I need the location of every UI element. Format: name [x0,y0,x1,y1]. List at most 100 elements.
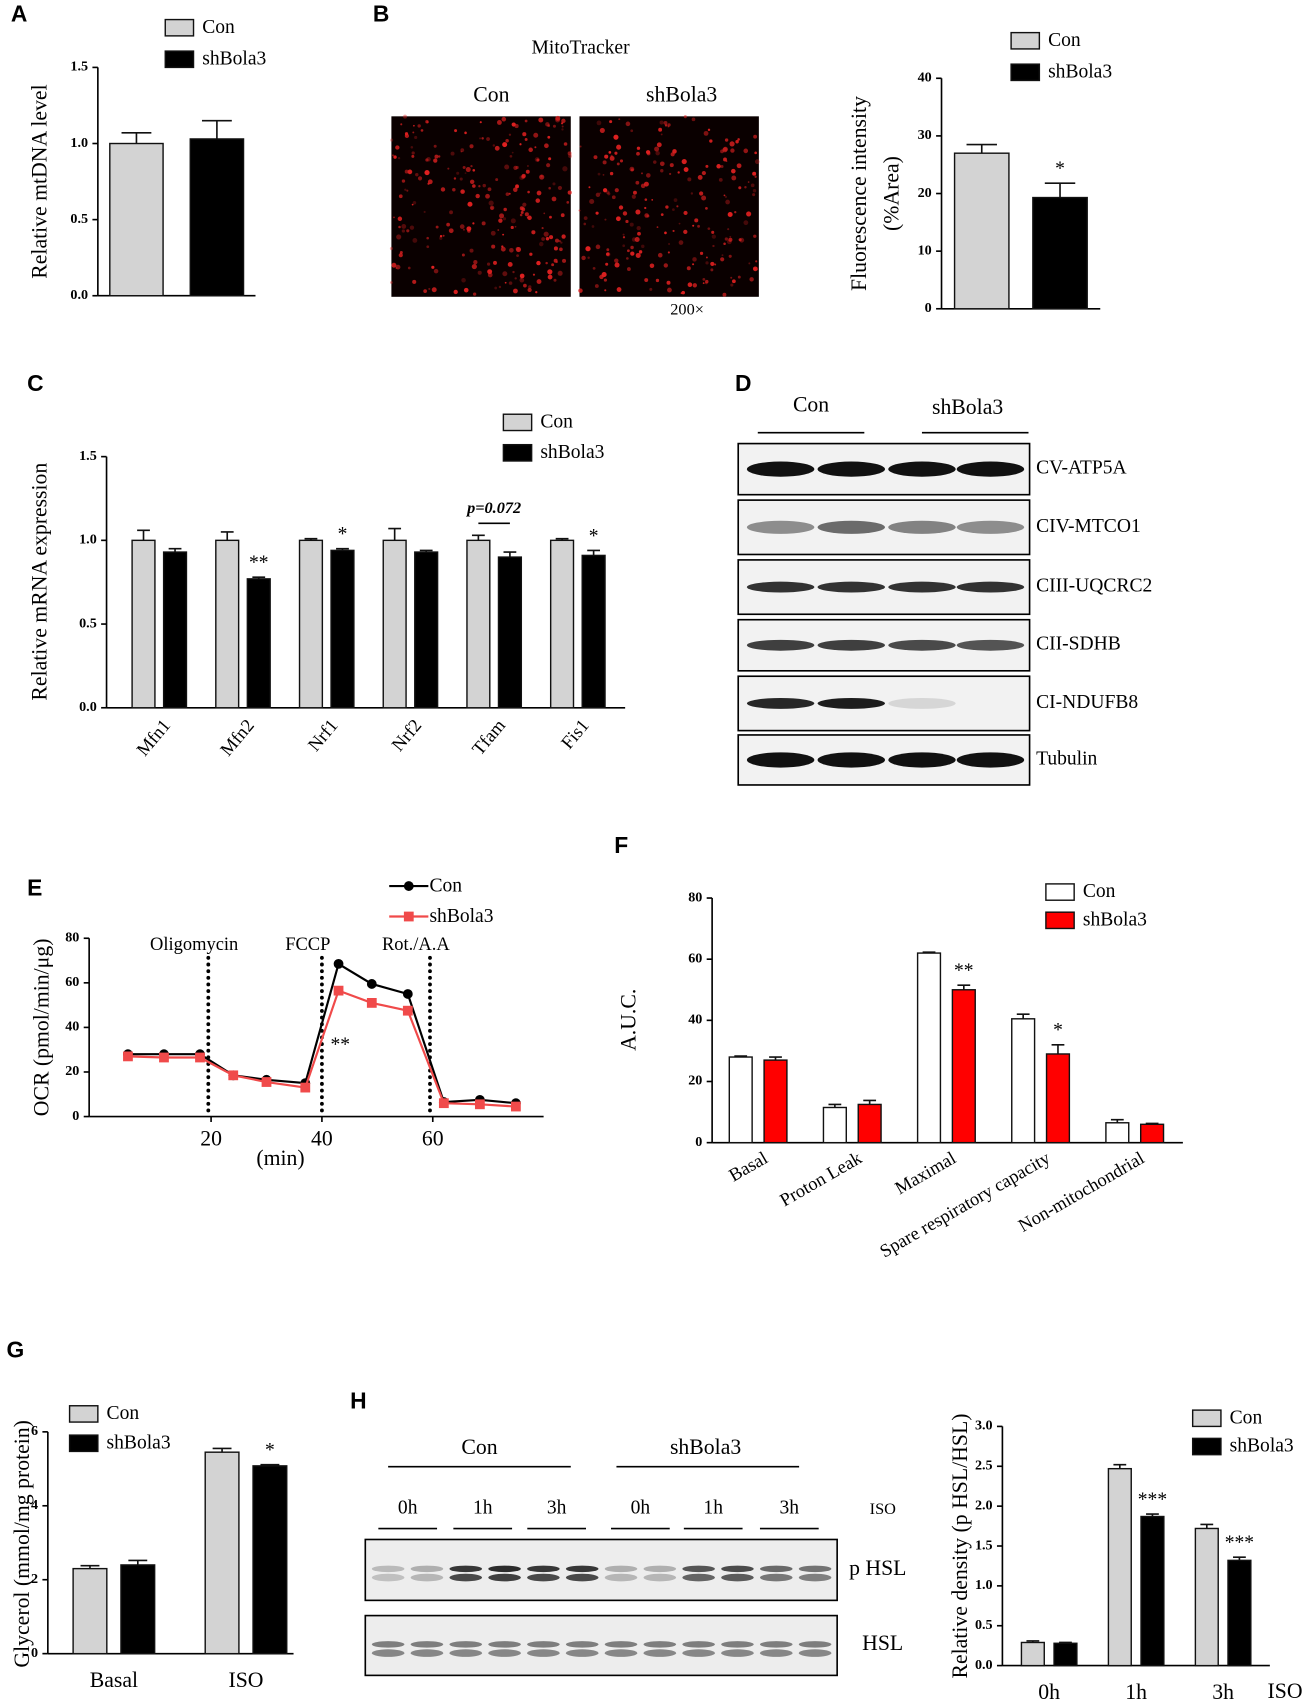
mito-signal [559,247,563,252]
mito-signal [731,168,736,174]
mito-signal [722,292,727,297]
mito-signal [553,258,558,263]
mito-signal [702,277,706,281]
mito-signal [649,263,655,269]
mito-signal [716,164,721,169]
mito-signal [524,212,529,217]
mito-signal [703,130,709,136]
mito-signal [469,248,474,253]
marker [366,998,377,1008]
mito-signal [426,121,429,124]
mito-signal [504,164,510,170]
mito-signal [636,225,641,231]
error-bar [587,549,601,556]
bar [246,578,271,709]
mito-signal [434,154,439,159]
mito-signal [665,205,669,209]
mito-signal [397,156,401,160]
mito-signal [668,243,670,245]
mito-signal [495,178,499,182]
mito-signal [566,201,570,204]
mito-signal [407,266,411,270]
legend-swatch [502,413,533,432]
mito-signal [528,147,533,153]
bar [916,952,942,1144]
mito-signal [428,287,431,290]
marker [402,1005,413,1016]
mito-signal [659,161,665,167]
mito-signal [705,261,709,265]
error-bar [503,551,517,558]
annotation: * [338,524,348,545]
mito-signal [660,169,664,173]
mito-signal [635,209,641,215]
mito-signal [583,222,587,226]
annotation: *** [1138,1490,1167,1511]
mito-signal [555,115,561,121]
mito-signal [644,278,649,283]
blot-band [371,1573,405,1582]
y-tick-label: 0.5 [70,211,88,227]
x-tick-label: 0h [1038,1680,1060,1704]
mito-signal [505,192,510,196]
mito-signal [561,118,566,124]
y-tick-label: 0.0 [79,699,97,715]
blot-band [888,752,956,768]
mito-signal [539,241,544,247]
mito-signal [635,180,640,185]
blot-band [817,639,885,651]
mito-signal [401,179,406,183]
mito-signal [753,267,757,270]
mito-signal [420,129,424,132]
y-tick-label: 80 [688,889,702,905]
injection-label: Rot./A.A [382,934,450,954]
mito-signal [630,245,634,250]
mito-signal [398,225,401,229]
blot-band [682,1641,715,1648]
blot-panel [364,1614,838,1677]
mito-signal [541,237,545,241]
bar [162,551,188,709]
error-bar [212,1447,232,1453]
annotation: * [589,526,599,547]
mito-signal [400,123,403,126]
error-bar [388,527,402,541]
mito-signal [608,151,612,154]
mito-signal [604,154,609,159]
mito-signal [522,202,527,207]
mito-signal [589,198,595,205]
mito-signal [697,175,703,180]
mito-signal [498,218,503,223]
mito-signal [548,235,554,240]
mito-signal [489,205,495,210]
mito-signal [544,143,549,149]
blot-band [527,1565,560,1573]
y-tick-label: 6 [31,1423,38,1439]
mito-signal [618,205,624,210]
blot-band [721,1573,754,1582]
mito-signal [460,148,465,153]
error-bar [168,547,182,553]
mito-signal [669,172,672,175]
mito-signal [616,162,620,166]
mito-signal [651,199,654,201]
panel-label: D [735,370,752,396]
bar [1032,196,1088,310]
mito-signal [663,120,668,125]
mito-signal [446,222,450,227]
mito-signal [406,189,409,192]
mito-signal [507,261,513,267]
mito-signal [528,285,532,289]
mito-signal [393,216,395,219]
legend-label: shBola3 [107,1432,171,1453]
x-tick-label: ISO [228,1668,263,1692]
blot-band [746,752,815,768]
bar [252,1465,288,1655]
blot-band [410,1573,444,1582]
band-label: HSL [862,1631,903,1655]
x-tick-label: Maximal [891,1148,959,1199]
legend-swatch [1191,1437,1222,1456]
mito-signal [718,177,723,182]
mito-signal [585,246,591,252]
mito-signal [592,266,596,270]
